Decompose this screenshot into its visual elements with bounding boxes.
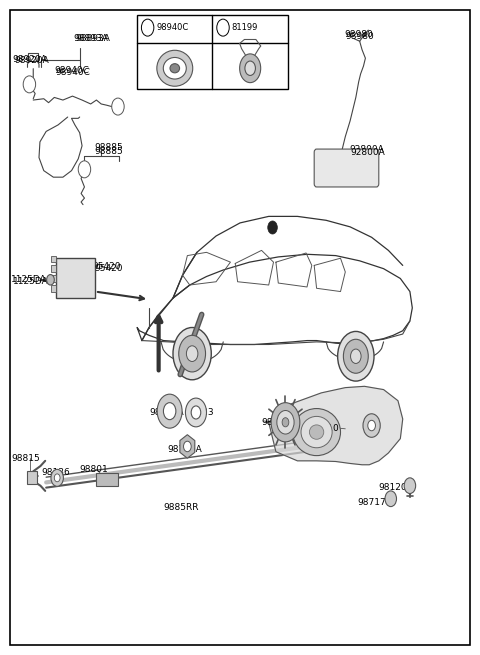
- Circle shape: [179, 335, 205, 372]
- Circle shape: [163, 403, 176, 420]
- Text: b: b: [221, 23, 226, 32]
- Circle shape: [245, 61, 255, 75]
- Text: 98980: 98980: [345, 32, 374, 41]
- Text: 98940C: 98940C: [156, 23, 189, 32]
- Ellipse shape: [293, 409, 340, 456]
- Ellipse shape: [163, 58, 186, 79]
- Text: 95420: 95420: [94, 264, 122, 273]
- Text: 1125DA: 1125DA: [11, 275, 47, 284]
- Text: 98717: 98717: [357, 498, 386, 506]
- Text: 98723: 98723: [185, 408, 214, 417]
- Text: 92800A: 92800A: [350, 148, 385, 157]
- Polygon shape: [180, 435, 195, 458]
- Circle shape: [271, 403, 300, 442]
- Bar: [137, 15, 288, 89]
- Bar: [51, 285, 56, 291]
- Text: 98920A: 98920A: [14, 56, 49, 66]
- Circle shape: [112, 98, 124, 115]
- FancyBboxPatch shape: [314, 149, 379, 187]
- Bar: [27, 472, 37, 484]
- Text: 81199: 81199: [232, 23, 258, 32]
- Text: 98893A: 98893A: [73, 34, 108, 43]
- Polygon shape: [269, 386, 403, 465]
- Circle shape: [173, 328, 211, 380]
- Bar: [56, 257, 95, 298]
- Circle shape: [363, 414, 380, 438]
- Circle shape: [277, 411, 294, 434]
- Circle shape: [54, 474, 60, 481]
- Circle shape: [47, 274, 54, 285]
- Bar: [51, 275, 56, 282]
- Circle shape: [183, 441, 191, 452]
- Circle shape: [282, 418, 289, 427]
- Bar: [51, 265, 56, 272]
- Circle shape: [217, 19, 229, 36]
- Text: 98722A: 98722A: [149, 408, 184, 417]
- Text: b: b: [82, 165, 87, 174]
- Text: 98801: 98801: [80, 465, 108, 474]
- Bar: [96, 473, 118, 485]
- Text: 98726A: 98726A: [167, 445, 202, 454]
- Text: 98120A: 98120A: [379, 483, 414, 492]
- Circle shape: [191, 406, 201, 419]
- Circle shape: [337, 331, 374, 381]
- Text: a: a: [27, 80, 32, 89]
- Text: 98163B: 98163B: [262, 418, 297, 427]
- Text: 98885: 98885: [94, 147, 123, 155]
- Text: 98885: 98885: [94, 143, 123, 152]
- Circle shape: [240, 54, 261, 83]
- Text: 98940C: 98940C: [54, 66, 89, 75]
- Ellipse shape: [301, 417, 332, 448]
- Circle shape: [185, 398, 206, 427]
- Circle shape: [78, 161, 91, 178]
- Text: 98136: 98136: [41, 468, 70, 477]
- Ellipse shape: [170, 64, 180, 73]
- Text: b: b: [116, 102, 120, 111]
- Circle shape: [157, 394, 182, 428]
- Circle shape: [350, 349, 361, 364]
- Text: 1125DA: 1125DA: [12, 277, 48, 286]
- Circle shape: [186, 346, 198, 362]
- Ellipse shape: [157, 50, 193, 86]
- Text: 9885RR: 9885RR: [163, 503, 199, 512]
- Text: 95420: 95420: [93, 261, 121, 271]
- Circle shape: [385, 491, 396, 506]
- Circle shape: [51, 470, 63, 486]
- Text: 98980: 98980: [344, 30, 373, 39]
- Circle shape: [268, 221, 277, 234]
- Ellipse shape: [310, 425, 324, 440]
- Circle shape: [404, 478, 416, 493]
- Circle shape: [142, 19, 154, 36]
- Bar: [51, 255, 56, 262]
- Text: 92800A: 92800A: [349, 145, 384, 154]
- Text: 98920A: 98920A: [12, 55, 48, 64]
- Circle shape: [368, 421, 375, 431]
- Text: 98815: 98815: [11, 454, 40, 462]
- Circle shape: [343, 339, 368, 373]
- Circle shape: [23, 76, 36, 93]
- Text: 98940C: 98940C: [56, 68, 91, 77]
- Text: a: a: [145, 23, 150, 32]
- Text: 98710: 98710: [311, 424, 339, 434]
- Text: 98893A: 98893A: [75, 34, 110, 43]
